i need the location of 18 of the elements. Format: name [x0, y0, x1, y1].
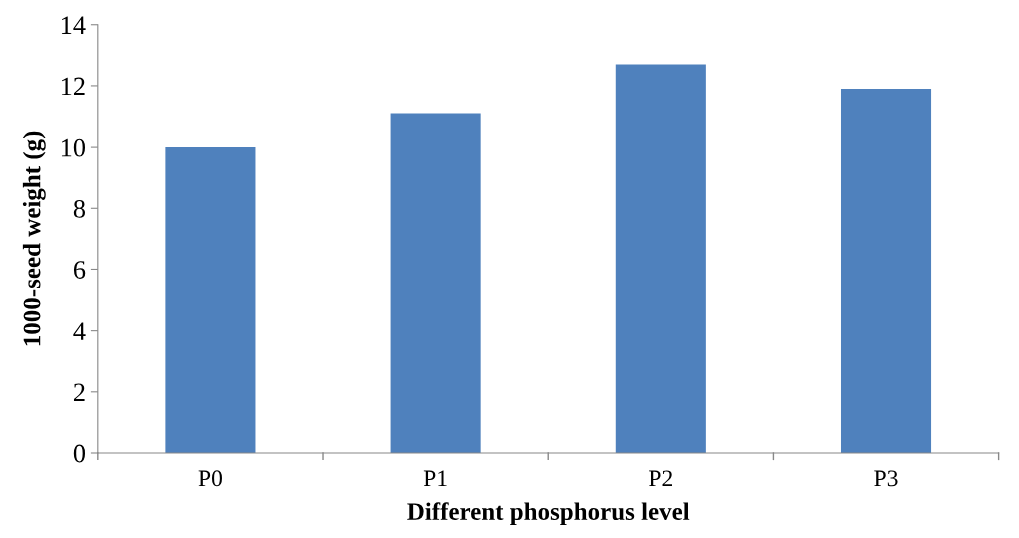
- y-tick-label: 6: [73, 261, 86, 279]
- x-tick-label: P0: [198, 470, 222, 487]
- y-axis-title: 1000-seed weight (g): [22, 131, 46, 346]
- bar: [840, 88, 932, 453]
- bar: [390, 113, 481, 453]
- y-tick-label: 2: [73, 383, 85, 401]
- x-tick-label: P1: [423, 470, 447, 487]
- x-axis-title: Different phosphorus level: [407, 502, 690, 526]
- y-tick-label: 4: [73, 322, 86, 340]
- bar: [615, 64, 706, 453]
- y-tick-label: 14: [61, 16, 86, 34]
- y-tick-label: 8: [73, 199, 86, 218]
- x-tick-label: P2: [649, 470, 672, 487]
- x-tick-label: P3: [874, 470, 898, 487]
- y-tick-label: 0: [73, 444, 86, 463]
- y-tick-label: 10: [61, 138, 86, 157]
- bar: [165, 147, 256, 453]
- y-tick-label: 12: [61, 77, 85, 96]
